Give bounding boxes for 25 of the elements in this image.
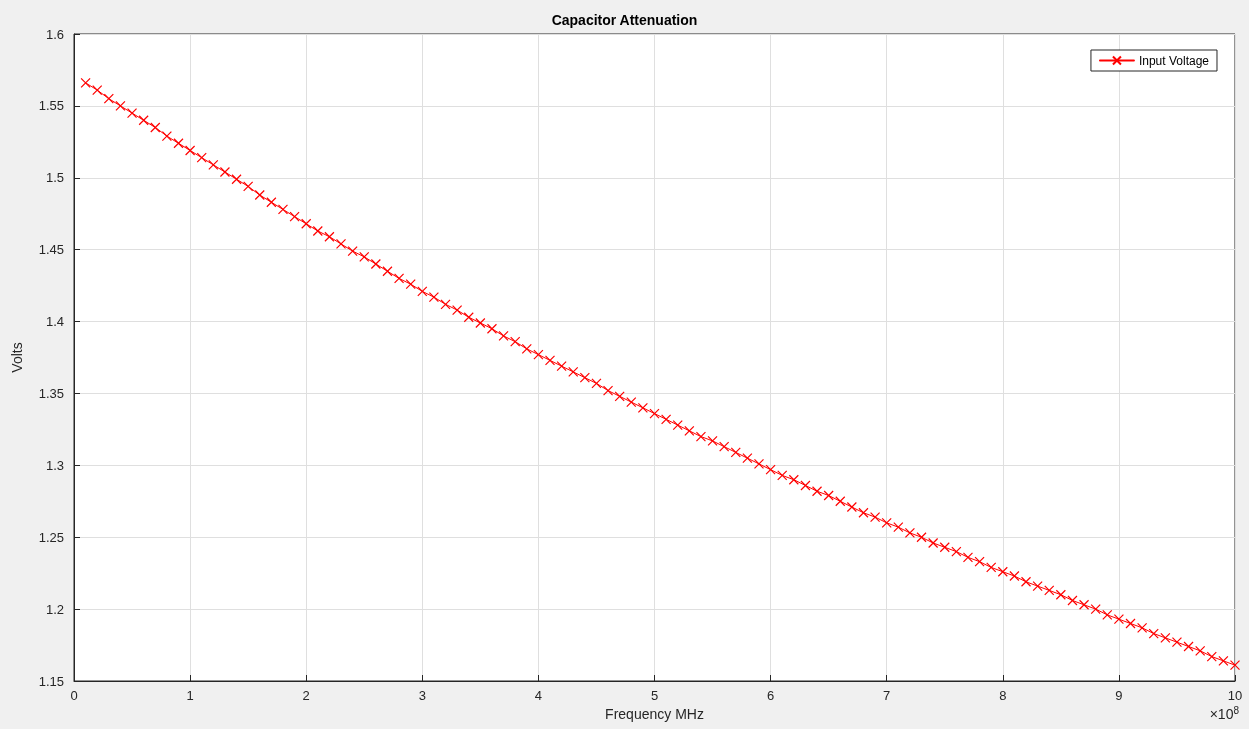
x-tick-label: 3 <box>418 688 426 703</box>
y-tick-label: 1.4 <box>45 314 64 330</box>
y-tick-label: 1.15 <box>38 673 64 689</box>
legend-label: Input Voltage <box>1138 53 1210 68</box>
x-tick-label: 10 <box>1227 688 1243 703</box>
x-tick-label: 1 <box>186 688 194 703</box>
y-tick-label: 1.25 <box>38 529 64 545</box>
y-tick-label: 1.3 <box>45 457 64 473</box>
x-tick-label: 9 <box>1115 688 1123 703</box>
y-tick-label: 1.6 <box>45 26 64 42</box>
x-tick-label: 8 <box>999 688 1007 703</box>
x-tick-label: 2 <box>302 688 310 703</box>
y-tick-label: 1.5 <box>45 170 64 186</box>
x-tick-label: 0 <box>70 688 78 703</box>
y-tick-label: 1.55 <box>38 98 64 114</box>
x-tick-label: 5 <box>650 688 659 703</box>
y-tick-label: 1.45 <box>38 242 64 258</box>
y-axis-title: Volts <box>9 342 25 373</box>
x-axis-title: Frequency MHz <box>605 705 704 722</box>
y-tick-label: 1.35 <box>38 385 64 401</box>
x-tick-label: 6 <box>766 688 775 703</box>
x-tick-label: 7 <box>883 688 891 703</box>
chart-title: Capacitor Attenuation <box>551 12 698 28</box>
x-tick-label: 4 <box>534 688 543 703</box>
y-tick-label: 1.2 <box>45 601 64 617</box>
